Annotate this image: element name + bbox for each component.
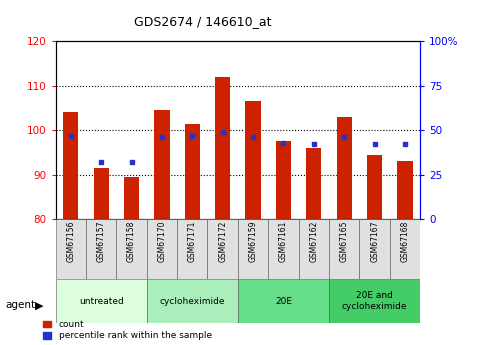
Bar [154, 110, 170, 219]
FancyBboxPatch shape [116, 219, 147, 279]
Text: GSM67172: GSM67172 [218, 221, 227, 262]
FancyBboxPatch shape [298, 219, 329, 279]
Text: cycloheximide: cycloheximide [159, 296, 225, 306]
FancyBboxPatch shape [86, 219, 116, 279]
Bar [337, 117, 352, 219]
FancyBboxPatch shape [238, 219, 268, 279]
FancyBboxPatch shape [208, 219, 238, 279]
Text: GSM67171: GSM67171 [188, 221, 197, 262]
Bar [63, 112, 78, 219]
Bar [124, 177, 139, 219]
Text: GSM67159: GSM67159 [249, 221, 257, 263]
Bar [185, 124, 200, 219]
Text: GSM67158: GSM67158 [127, 221, 136, 262]
Text: GSM67156: GSM67156 [66, 221, 75, 263]
Text: GSM67161: GSM67161 [279, 221, 288, 262]
FancyBboxPatch shape [147, 279, 238, 323]
FancyBboxPatch shape [329, 219, 359, 279]
Text: agent: agent [6, 300, 36, 310]
FancyBboxPatch shape [56, 219, 86, 279]
FancyBboxPatch shape [390, 219, 420, 279]
FancyBboxPatch shape [329, 279, 420, 323]
Bar [276, 141, 291, 219]
Text: GSM67168: GSM67168 [400, 221, 410, 262]
FancyBboxPatch shape [177, 219, 208, 279]
FancyBboxPatch shape [238, 279, 329, 323]
FancyBboxPatch shape [147, 219, 177, 279]
Text: 20E and
cycloheximide: 20E and cycloheximide [342, 291, 407, 311]
Text: untreated: untreated [79, 296, 124, 306]
Bar [215, 77, 230, 219]
Bar [367, 155, 382, 219]
Text: GSM67170: GSM67170 [157, 221, 167, 263]
Text: GSM67157: GSM67157 [97, 221, 106, 263]
Text: GSM67167: GSM67167 [370, 221, 379, 263]
Text: 20E: 20E [275, 296, 292, 306]
FancyBboxPatch shape [359, 219, 390, 279]
Legend: count, percentile rank within the sample: count, percentile rank within the sample [43, 320, 212, 341]
FancyBboxPatch shape [56, 279, 147, 323]
Text: ▶: ▶ [35, 301, 44, 311]
Bar [398, 161, 412, 219]
Bar [245, 101, 261, 219]
Text: GSM67162: GSM67162 [309, 221, 318, 262]
Text: GSM67165: GSM67165 [340, 221, 349, 263]
Bar [306, 148, 322, 219]
FancyBboxPatch shape [268, 219, 298, 279]
Text: GDS2674 / 146610_at: GDS2674 / 146610_at [134, 16, 271, 29]
Bar [94, 168, 109, 219]
